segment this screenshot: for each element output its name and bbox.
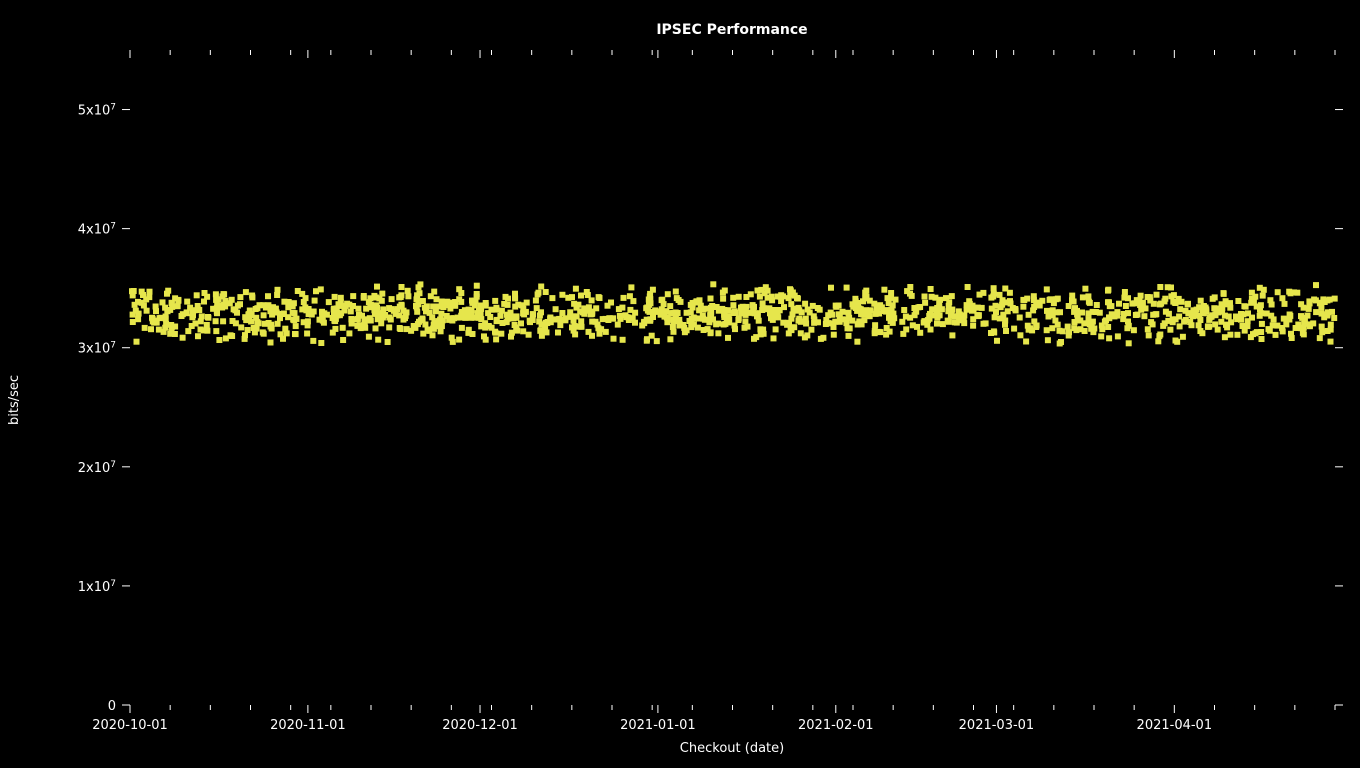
ipsec-performance-chart: IPSEC Performance Checkout (date) bits/s… [0, 0, 1360, 768]
y-tick-label: 5x107 [78, 103, 116, 119]
y-tick-label: 2x107 [78, 460, 116, 476]
y-tick-label: 3x107 [78, 341, 116, 357]
chart-background [0, 0, 1360, 768]
x-axis-label: Checkout (date) [680, 741, 784, 756]
x-tick-label: 2020-10-01 [92, 718, 168, 733]
x-tick-label: 2020-11-01 [270, 718, 346, 733]
y-tick-label: 1x107 [78, 579, 116, 595]
x-tick-label: 2021-04-01 [1137, 718, 1213, 733]
y-axis-label: bits/sec [7, 375, 22, 425]
x-tick-label: 2021-01-01 [620, 718, 696, 733]
chart-title: IPSEC Performance [656, 22, 807, 38]
x-tick-label: 2020-12-01 [442, 718, 518, 733]
x-tick-label: 2021-02-01 [798, 718, 874, 733]
y-tick-label: 0 [108, 699, 116, 714]
y-tick-label: 4x107 [78, 222, 116, 238]
x-tick-label: 2021-03-01 [959, 718, 1035, 733]
